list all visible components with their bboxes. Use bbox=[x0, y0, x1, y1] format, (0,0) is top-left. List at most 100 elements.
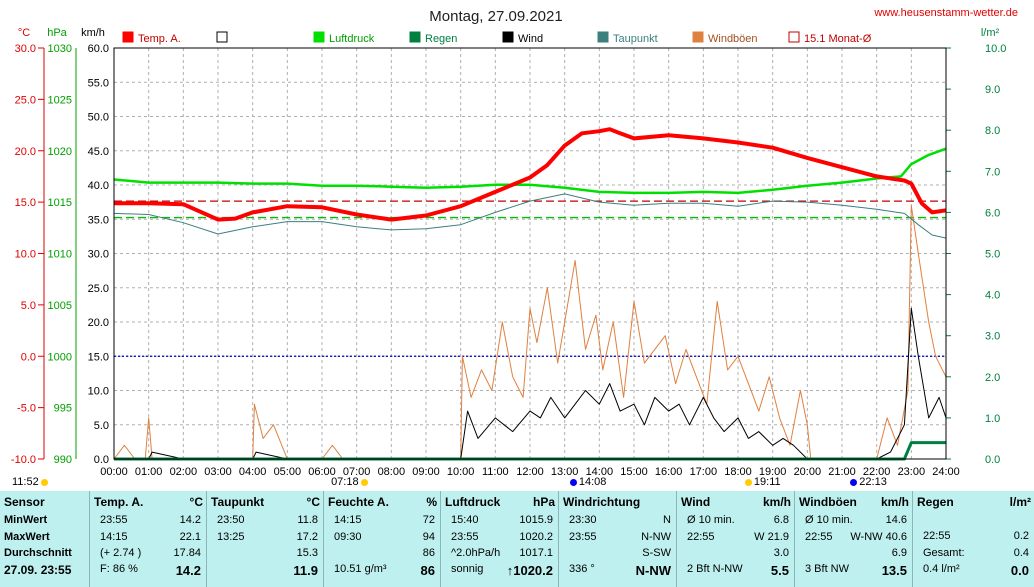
gust-row: Ø 10 min. 14.6 bbox=[799, 514, 909, 528]
rain-header-label: Regen bbox=[917, 495, 954, 509]
dir-row: 23:55 N-NW bbox=[563, 531, 673, 545]
wind-row-label: 22:55 bbox=[687, 531, 715, 543]
press-header-unit: hPa bbox=[532, 495, 555, 509]
press-row-label: ^2.0hPa/h bbox=[451, 547, 501, 559]
temp-row-label: F: 86 % bbox=[100, 563, 138, 575]
dir-row-label: 23:30 bbox=[569, 514, 597, 526]
temp-row: (+ 2.74 ) 17.84 bbox=[94, 547, 203, 561]
x-tick-label: 18:00 bbox=[724, 466, 752, 478]
wind-tick-label: 20.0 bbox=[88, 317, 109, 329]
x-tick-label: 12:00 bbox=[516, 466, 544, 478]
x-tick-label: 23:00 bbox=[898, 466, 926, 478]
x-tick-label: 08:00 bbox=[378, 466, 406, 478]
rain-tick-label: 4.0 bbox=[985, 290, 1000, 302]
pressure-tick-label: 1010 bbox=[48, 249, 72, 261]
time-marker: 14:08 bbox=[568, 476, 606, 490]
wind-tick-label: 50.0 bbox=[88, 112, 109, 124]
dir-row-value: N bbox=[663, 514, 671, 526]
hum-header: Feuchte A.% bbox=[328, 495, 437, 509]
temp-row-value: 22.1 bbox=[179, 531, 201, 543]
max-label: MaxWert bbox=[4, 531, 50, 543]
temp-header-unit: °C bbox=[189, 495, 203, 509]
x-tick-label: 07:00 bbox=[343, 466, 371, 478]
chart-title: Montag, 27.09.2021 bbox=[429, 8, 562, 25]
hum-row: 86 bbox=[328, 547, 437, 561]
legend-label: Wind bbox=[518, 33, 543, 45]
x-tick-label: 16:00 bbox=[655, 466, 683, 478]
moon-icon bbox=[569, 478, 577, 486]
series-temp-a- bbox=[114, 127, 947, 222]
hum-row-label: 14:15 bbox=[334, 514, 362, 526]
x-tick-label: 02:00 bbox=[170, 466, 198, 478]
dir-header-label: Windrichtung bbox=[563, 495, 641, 509]
sun-icon bbox=[360, 478, 368, 486]
weather-chart: 00:00 01:00 02:00 03:00 04:00 05:00 06:00 07:00… bbox=[11, 7, 1018, 478]
gust-row-value: 6.9 bbox=[891, 547, 907, 559]
dir-row-value: N-NW bbox=[635, 563, 671, 578]
wind-row-value: W 21.9 bbox=[754, 531, 789, 543]
gust-header: Windböen km/h bbox=[799, 495, 909, 509]
dir-header: Windrichtung bbox=[563, 495, 673, 509]
plot-frame bbox=[113, 47, 947, 460]
dew-column: Taupunkt °C 23:50 11.8 13:25 17.2 15.3 11.9 bbox=[206, 491, 324, 587]
avg-label: Durchschnitt bbox=[4, 547, 72, 559]
legend-swatch bbox=[216, 31, 228, 43]
series-windb-en bbox=[113, 205, 947, 460]
press-row: ^2.0hPa/h 1017.1 bbox=[445, 547, 555, 561]
rain-tick-label: 7.0 bbox=[985, 166, 1000, 178]
pressure-tick-label: 1030 bbox=[48, 43, 72, 55]
temp-unit: °C bbox=[18, 27, 30, 39]
temp-tick-label: 5.0 bbox=[21, 300, 36, 312]
dir-row: S-SW bbox=[563, 547, 673, 561]
dew-row-value: 17.2 bbox=[296, 531, 318, 543]
legend-label: Windböen bbox=[708, 33, 758, 45]
min-label: MinWert bbox=[4, 514, 48, 526]
rain-header: Regen l/m² bbox=[917, 495, 1031, 509]
legend-label: Temp. A. bbox=[138, 33, 181, 45]
press-row-label: sonnig bbox=[451, 563, 484, 575]
rain-tick-label: 2.0 bbox=[985, 372, 1000, 384]
rain-tick-label: 3.0 bbox=[985, 331, 1000, 343]
dir-column: Windrichtung 23:30 N 23:55 N-NW S-SW 336 ° N-NW bbox=[558, 491, 677, 587]
hum-row-value: 94 bbox=[422, 531, 435, 543]
rain-row: 0.4 l/m² 0.0 bbox=[917, 563, 1031, 578]
rain-tick-label: 6.0 bbox=[985, 207, 1000, 219]
legend-swatch bbox=[313, 31, 325, 43]
wind-row: 3.0 bbox=[681, 547, 791, 561]
x-tick-label: 22:00 bbox=[863, 466, 891, 478]
gust-row-value: 13.5 bbox=[881, 563, 907, 578]
x-tick-label: 14:00 bbox=[586, 466, 614, 478]
temp-tick-label: 15.0 bbox=[15, 197, 36, 209]
gust-row-label: Ø 10 min. bbox=[805, 514, 853, 526]
x-tick-label: 10:00 bbox=[447, 466, 475, 478]
legend-label: Taupunkt bbox=[613, 33, 658, 45]
wind-tick-label: 30.0 bbox=[88, 249, 109, 261]
wind-row-label: 2 Bft N-NW bbox=[687, 563, 743, 575]
temp-row-value: 14.2 bbox=[175, 563, 201, 578]
rain-header-unit: l/m² bbox=[1009, 495, 1031, 509]
hum-row-value: 86 bbox=[420, 563, 435, 578]
website-label: www.heusenstamm-wetter.de bbox=[873, 7, 1018, 19]
wind-tick-label: 10.0 bbox=[88, 386, 109, 398]
dew-row-value: 11.8 bbox=[297, 514, 318, 526]
legend-swatch bbox=[788, 31, 800, 43]
legend-swatch bbox=[122, 31, 134, 43]
dir-row-value: N-NW bbox=[641, 531, 671, 543]
sun-icon bbox=[744, 478, 752, 486]
dir-row: 336 ° N-NW bbox=[563, 563, 673, 578]
wind-tick-label: 60.0 bbox=[88, 43, 109, 55]
dew-header: Taupunkt °C bbox=[211, 495, 320, 509]
rain-row-value: 0.0 bbox=[1010, 563, 1029, 578]
x-tick-label: 01:00 bbox=[135, 466, 163, 478]
hum-column: Feuchte A.% 14:15 72 09:30 94 86 10.51 g/m³ 86 bbox=[323, 491, 441, 587]
statistics-table: Sensor MinWert MaxWert Durchschnitt 27.0… bbox=[0, 491, 1034, 587]
wind-tick-label: 45.0 bbox=[88, 146, 109, 158]
gust-column: Windböen km/h Ø 10 min. 14.6 22:55 W-NW 40.6 6… bbox=[794, 491, 913, 587]
rain-row-label: 22:55 bbox=[923, 530, 951, 542]
press-row: sonnig ↑1020.2 bbox=[445, 563, 555, 578]
hum-row-value: 86 bbox=[422, 547, 435, 559]
pressure-tick-label: 1015 bbox=[48, 197, 72, 209]
wind-column: Wind km/h Ø 10 min. 6.8 22:55 W 21.9 3.0 2 Bft … bbox=[676, 491, 795, 587]
legend-label: Regen bbox=[425, 33, 457, 45]
time-marker: 11:52 bbox=[12, 476, 50, 490]
